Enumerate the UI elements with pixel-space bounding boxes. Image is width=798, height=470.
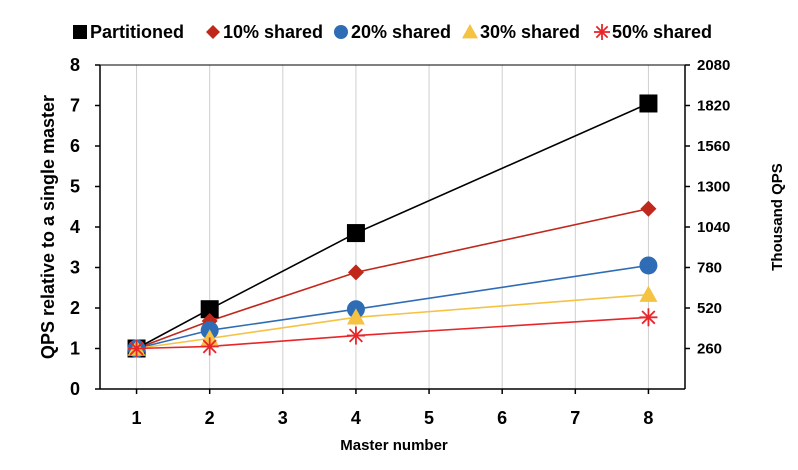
legend-marker-30-shared bbox=[462, 24, 478, 39]
legend-marker-50-shared bbox=[594, 24, 610, 40]
data-point-50-shared-4 bbox=[346, 326, 365, 345]
data-point-50-shared-1 bbox=[127, 339, 146, 358]
y-axis-title: QPS relative to a single master bbox=[38, 95, 58, 359]
ticks: 0 1 2 3 4 5 6 7 8 1 2 3 4 5 6 7 8 260 520 780 1040 1300 1560 18… bbox=[70, 55, 730, 428]
grid bbox=[136, 65, 649, 389]
x-tick-label: 7 bbox=[570, 408, 580, 428]
data-point-partitioned-2 bbox=[200, 300, 219, 319]
y-tick-label: 8 bbox=[70, 55, 80, 75]
legend-label: 10% shared bbox=[223, 22, 323, 42]
y2-tick-label: 260 bbox=[697, 341, 722, 358]
legend-label: 30% shared bbox=[480, 22, 580, 42]
y2-tick-label: 1560 bbox=[697, 138, 730, 155]
legend-marker-20-shared bbox=[334, 25, 348, 39]
legend-label: Partitioned bbox=[90, 22, 184, 42]
x-tick-label: 6 bbox=[497, 408, 507, 428]
legend-item-10-shared: 10% shared bbox=[206, 22, 323, 42]
legend-item-50-shared: 50% shared bbox=[594, 22, 712, 42]
legend-marker-partitioned bbox=[73, 25, 87, 39]
legend-item-30-shared: 30% shared bbox=[462, 22, 580, 42]
data-point-50-shared-8 bbox=[639, 308, 658, 327]
legend-item-20-shared: 20% shared bbox=[334, 22, 451, 42]
x-tick-label: 4 bbox=[351, 408, 361, 428]
legend-label: 50% shared bbox=[612, 22, 712, 42]
series-line-10-shared bbox=[136, 207, 649, 350]
data-point-30-shared-4 bbox=[346, 308, 365, 325]
x-tick-label: 5 bbox=[424, 408, 434, 428]
legend-label: 20% shared bbox=[351, 22, 451, 42]
data-point-50-shared-2 bbox=[200, 337, 219, 356]
y-tick-label: 4 bbox=[70, 217, 80, 237]
data-point-30-shared-8 bbox=[639, 285, 658, 302]
y2-tick-label: 2080 bbox=[697, 57, 730, 74]
y2-tick-label: 1820 bbox=[697, 98, 730, 115]
y-tick-label: 6 bbox=[70, 136, 80, 156]
y-tick-label: 1 bbox=[70, 339, 80, 359]
y2-tick-label: 520 bbox=[697, 300, 722, 317]
data-point-10-shared-4 bbox=[347, 264, 364, 281]
series-line-partitioned bbox=[136, 102, 649, 350]
series-lines bbox=[136, 102, 649, 350]
y-tick-label: 0 bbox=[70, 379, 80, 399]
y2-tick-label: 1300 bbox=[697, 179, 730, 196]
x-tick-label: 8 bbox=[643, 408, 653, 428]
y-tick-label: 5 bbox=[70, 177, 80, 197]
axes bbox=[99, 64, 686, 390]
x-tick-label: 2 bbox=[205, 408, 215, 428]
y2-axis-title: Thousand QPS bbox=[769, 163, 786, 271]
x-tick-label: 1 bbox=[132, 408, 142, 428]
y-tick-label: 7 bbox=[70, 96, 80, 116]
legend: Partitioned 10% shared 20% shared 30% share… bbox=[73, 22, 712, 42]
y-tick-label: 3 bbox=[70, 258, 80, 278]
legend-item-partitioned: Partitioned bbox=[73, 22, 184, 42]
series-line-30-shared bbox=[136, 293, 649, 350]
data-point-partitioned-8 bbox=[639, 94, 658, 113]
y-tick-label: 2 bbox=[70, 298, 80, 318]
data-point-20-shared-8 bbox=[639, 256, 658, 275]
y2-tick-label: 1040 bbox=[697, 219, 730, 236]
series-line-20-shared bbox=[136, 264, 649, 350]
x-axis-title: Master number bbox=[340, 437, 448, 454]
data-point-partitioned-4 bbox=[346, 224, 365, 243]
y2-tick-label: 780 bbox=[697, 260, 722, 277]
series-markers bbox=[127, 94, 658, 358]
series-line-50-shared bbox=[136, 316, 649, 350]
legend-marker-10-shared bbox=[206, 25, 220, 39]
x-tick-label: 3 bbox=[278, 408, 288, 428]
data-point-10-shared-8 bbox=[640, 200, 657, 217]
